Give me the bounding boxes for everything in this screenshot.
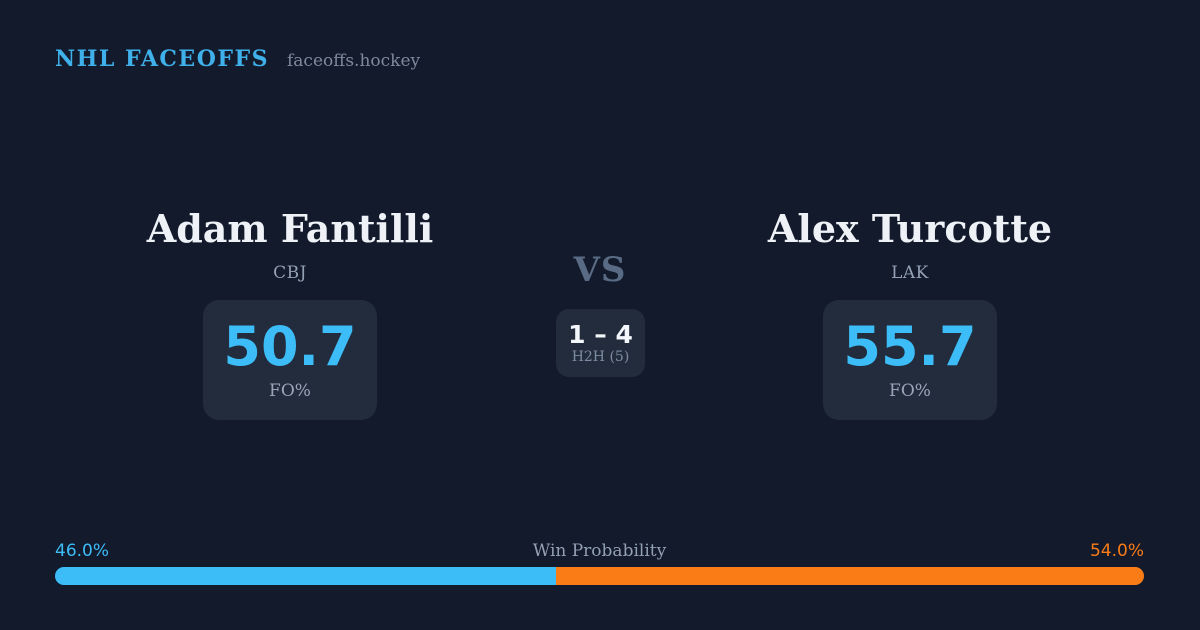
header: NHL FACEOFFS faceoffs.hockey [55,46,420,72]
win-bar-right [555,567,1144,585]
player-name-left: Adam Fantilli [146,206,434,251]
win-prob-title: Win Probability [532,541,667,561]
h2h-card: 1 – 4 H2H (5) [556,309,645,377]
player-team-right: LAK [891,263,929,283]
stat-value-right: 55.7 [843,315,977,379]
h2h-label: H2H (5) [571,349,630,366]
h2h-score: 1 – 4 [568,319,633,349]
stat-value-left: 50.7 [223,315,357,379]
win-probability-labels: 46.0% Win Probability 54.0% [55,541,1144,561]
stat-card-right: 55.7 FO% [823,300,997,420]
win-probability-bar [55,567,1144,585]
stat-label-right: FO% [889,380,931,401]
stat-card-left: 50.7 FO% [203,300,377,420]
site-url: faceoffs.hockey [287,51,421,71]
stat-label-left: FO% [269,380,311,401]
win-prob-left-pct: 46.0% [55,541,110,561]
win-prob-right-pct: 54.0% [1089,541,1144,561]
win-bar-left [55,567,556,585]
vs-label: VS [573,250,627,290]
brand-title: NHL FACEOFFS [55,46,269,72]
player-team-left: CBJ [273,263,307,283]
player-name-right: Alex Turcotte [767,206,1053,251]
